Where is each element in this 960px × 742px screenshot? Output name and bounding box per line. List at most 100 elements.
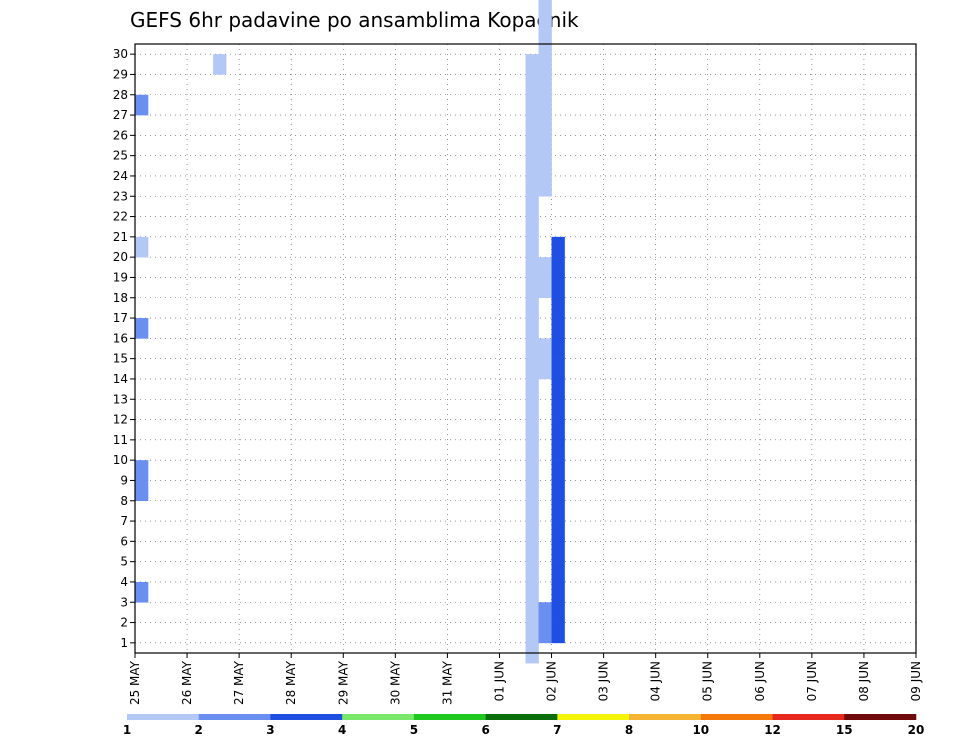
heatmap-cell xyxy=(525,419,539,441)
x-tick-label: 25 MAY xyxy=(128,660,142,705)
colorbar-swatch xyxy=(342,714,415,720)
colorbar-swatch xyxy=(127,714,200,720)
heatmap-cell xyxy=(551,581,565,603)
heatmap-cell xyxy=(538,0,552,14)
heatmap-cell xyxy=(538,602,552,623)
heatmap-cell xyxy=(538,13,552,35)
y-tick-label: 5 xyxy=(120,555,128,569)
heatmap-cell xyxy=(525,175,539,197)
y-tick-label: 26 xyxy=(113,128,128,142)
heatmap-cell xyxy=(551,561,565,583)
heatmap-cell xyxy=(525,115,539,136)
heatmap-cell xyxy=(525,216,539,238)
heatmap-cell xyxy=(525,541,539,562)
heatmap-cell xyxy=(525,581,539,603)
heatmap-cell xyxy=(135,236,149,258)
colorbar: 1 2 3 4 5 6 7 8 10 12 15 20 xyxy=(123,714,925,737)
heatmap-cell xyxy=(538,94,552,116)
x-tick-label: 07 JUN xyxy=(805,661,819,701)
colorbar-swatch xyxy=(557,714,630,720)
y-tick-label: 30 xyxy=(113,47,128,61)
colorbar-swatch xyxy=(413,714,486,720)
heatmap-cell xyxy=(538,358,552,380)
colorbar-label: 3 xyxy=(266,723,274,737)
y-tick-label: 14 xyxy=(113,372,128,386)
heatmap-cell xyxy=(538,54,552,75)
heatmap-cell xyxy=(525,439,539,461)
plot-frame xyxy=(134,43,917,654)
x-tick-label: 31 MAY xyxy=(440,660,454,705)
heatmap-cell xyxy=(525,561,539,583)
y-tick-label: 15 xyxy=(113,352,128,366)
x-tick-label: 03 JUN xyxy=(597,661,611,701)
heatmap-cell xyxy=(525,602,539,623)
y-tick-label: 6 xyxy=(120,534,128,548)
heatmap-cell xyxy=(525,378,539,400)
heatmap-cell xyxy=(525,54,539,75)
heatmap-cell xyxy=(525,196,539,217)
y-tick-label: 10 xyxy=(113,453,128,467)
x-tick-label: 30 MAY xyxy=(388,660,402,705)
colorbar-label: 1 xyxy=(123,723,131,737)
y-tick-label: 7 xyxy=(120,514,128,528)
heatmap-cell xyxy=(525,94,539,116)
heatmap-cell xyxy=(525,155,539,177)
heatmap-cell xyxy=(538,175,552,197)
x-axis-ticks: 25 MAY 26 MAY 27 MAY 28 MAY 29 MAY 30 MAY 31 M… xyxy=(128,653,923,705)
heatmap-cell xyxy=(551,318,565,339)
colorbar-label: 15 xyxy=(836,723,853,737)
heatmap-cell xyxy=(525,74,539,96)
x-tick-label: 26 MAY xyxy=(180,660,194,705)
x-tick-label: 08 JUN xyxy=(857,661,871,701)
y-tick-label: 21 xyxy=(113,230,128,244)
y-tick-label: 13 xyxy=(113,392,128,406)
heatmap-cell xyxy=(525,622,539,644)
x-tick-label: 05 JUN xyxy=(701,661,715,701)
heatmap-cell xyxy=(551,236,565,258)
x-tick-label: 02 JUN xyxy=(545,661,559,701)
heatmap-cell xyxy=(525,460,539,481)
y-tick-label: 29 xyxy=(113,67,128,81)
colorbar-swatch xyxy=(772,714,845,720)
heatmap-cell xyxy=(551,541,565,562)
y-tick-label: 16 xyxy=(113,331,128,345)
heatmap-cell xyxy=(538,622,552,644)
heatmap-cell xyxy=(525,521,539,542)
y-tick-label: 24 xyxy=(113,169,128,183)
heatmap-cell xyxy=(135,480,149,502)
x-tick-label: 27 MAY xyxy=(232,660,246,705)
colorbar-swatch xyxy=(844,714,917,720)
heatmap-cell xyxy=(538,257,552,278)
y-tick-label: 12 xyxy=(113,413,128,427)
y-tick-label: 27 xyxy=(113,108,128,122)
heatmap-cell xyxy=(551,257,565,278)
colorbar-swatch xyxy=(198,714,271,720)
heatmap-cell xyxy=(525,297,539,319)
heatmap-cell xyxy=(525,135,539,156)
heatmap-cell xyxy=(538,277,552,299)
colorbar-label: 4 xyxy=(338,723,346,737)
colorbar-swatch xyxy=(270,714,343,720)
heatmap-cell xyxy=(551,622,565,644)
heatmap-cell xyxy=(538,155,552,177)
colorbar-label: 20 xyxy=(908,723,925,737)
heatmap-cell xyxy=(538,135,552,156)
heatmap-cell xyxy=(551,480,565,502)
heatmap-cell xyxy=(525,236,539,258)
colorbar-label: 8 xyxy=(625,723,633,737)
heatmap-cell xyxy=(525,338,539,359)
x-tick-label: 29 MAY xyxy=(336,660,350,705)
heatmap-cell xyxy=(525,277,539,299)
heatmap-cell xyxy=(551,521,565,542)
heatmap-cell xyxy=(551,399,565,420)
heatmap-cell xyxy=(551,602,565,623)
x-tick-label: 28 MAY xyxy=(284,660,298,705)
colorbar-label: 5 xyxy=(410,723,418,737)
heatmap-cell xyxy=(551,419,565,441)
heatmap-cell xyxy=(538,338,552,359)
y-tick-label: 1 xyxy=(120,636,128,650)
heatmap-cell xyxy=(213,54,227,75)
y-tick-label: 2 xyxy=(120,616,128,630)
colorbar-label: 6 xyxy=(481,723,489,737)
